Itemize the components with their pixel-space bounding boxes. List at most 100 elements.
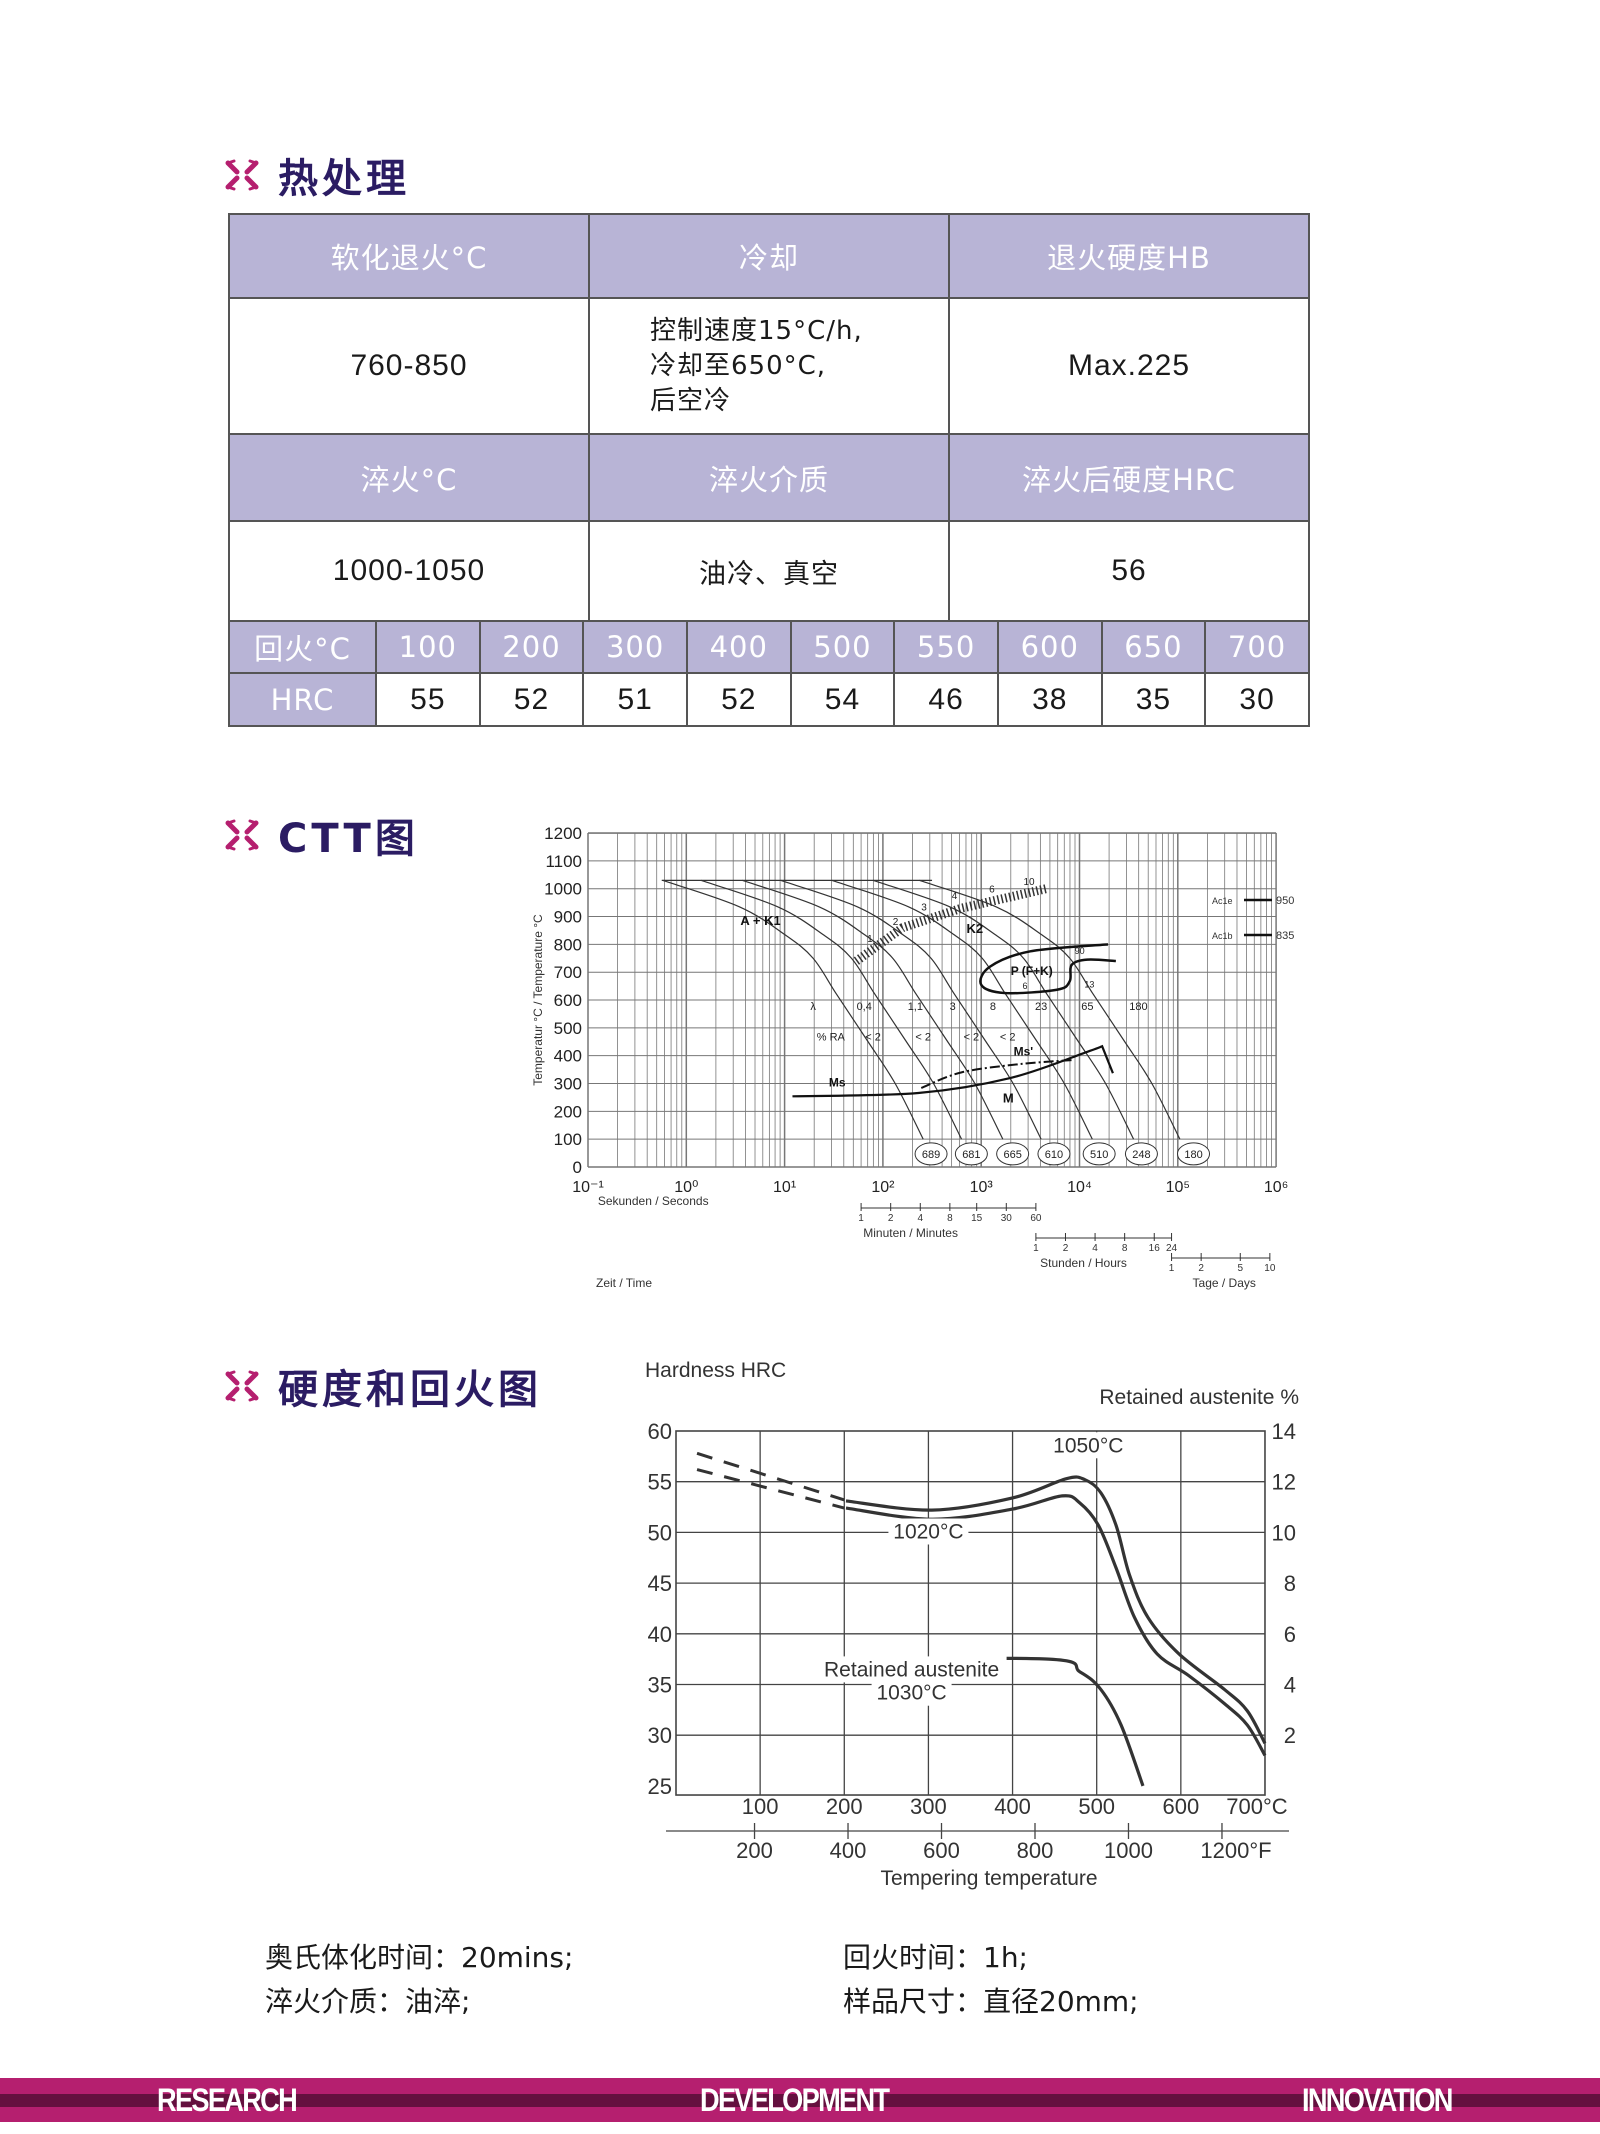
days-tick-label: 2 bbox=[1198, 1263, 1204, 1274]
tempering-temp-cell: 400 bbox=[685, 620, 792, 674]
lambda-value: 0,4 bbox=[857, 1001, 872, 1013]
y2-tick-label: 2 bbox=[1284, 1723, 1296, 1748]
tempering-temp-cell: 550 bbox=[893, 620, 999, 674]
hatched-band bbox=[853, 884, 1048, 965]
hardness-circle bbox=[996, 1142, 1030, 1166]
hatch-number: 2 bbox=[893, 917, 899, 928]
y-tick-label: 900 bbox=[554, 908, 582, 927]
hours-tick-label: 16 bbox=[1149, 1243, 1161, 1254]
y-axis-label: Hardness HRC bbox=[645, 1359, 786, 1382]
hours-tick-label: 1 bbox=[1033, 1243, 1039, 1254]
ms-line bbox=[792, 1044, 1114, 1098]
cooling-curve bbox=[831, 879, 1093, 1140]
x-tick-label: 400 bbox=[994, 1794, 1031, 1819]
quench-medium-value: 油冷、真空 bbox=[588, 520, 950, 622]
ac1b-label: Ac1b bbox=[1212, 931, 1233, 941]
header-annealed-hardness: 退火硬度HB bbox=[948, 213, 1310, 299]
tempering-hrc-cell: 55 bbox=[375, 672, 481, 727]
x2-tick-label: 800 bbox=[1017, 1838, 1054, 1863]
cooling-line: 冷却至650°C, bbox=[650, 350, 827, 381]
ra-value: < 2 bbox=[915, 1031, 931, 1043]
y2-tick-label: 6 bbox=[1284, 1622, 1296, 1647]
hours-tick-label: 4 bbox=[1092, 1243, 1098, 1254]
ra-label: % RA bbox=[817, 1031, 846, 1043]
y-tick-label: 1000 bbox=[544, 880, 582, 899]
pearlite-number: 90 bbox=[1075, 946, 1085, 956]
section-title-heat-treatment: 热处理 bbox=[224, 146, 410, 204]
cooling-line: 控制速度15°C/h, bbox=[650, 315, 863, 346]
quenched-hardness-value: 56 bbox=[948, 520, 1310, 622]
label-retained-austenite: Retained austenite bbox=[824, 1658, 999, 1681]
ctt-grid bbox=[587, 832, 1277, 1168]
hardness-value: 610 bbox=[1045, 1149, 1063, 1161]
time-label: Zeit / Time bbox=[596, 1276, 652, 1290]
cooling-value: 控制速度15°C/h, 冷却至650°C, 后空冷 bbox=[588, 297, 950, 435]
footer-innovation: INNOVATION bbox=[1302, 2082, 1453, 2118]
y2-tick-label: 10 bbox=[1272, 1520, 1296, 1545]
y-tick-label: 400 bbox=[554, 1047, 582, 1066]
section-title-hardness: 硬度和回火图 bbox=[224, 1357, 542, 1415]
ra-value: < 2 bbox=[865, 1031, 881, 1043]
seconds-label: Sekunden / Seconds bbox=[598, 1194, 709, 1208]
y2-axis-label: Retained austenite % bbox=[1099, 1386, 1299, 1409]
y-axis-label: Temperatur °C / Temperature °C bbox=[531, 914, 545, 1086]
pearlite-region bbox=[979, 943, 1116, 995]
x-tick-label: 600 bbox=[1162, 1794, 1199, 1819]
minutes-tick-label: 30 bbox=[1001, 1213, 1013, 1224]
footer-stripe bbox=[0, 2094, 1600, 2107]
table-row: 1000-1050 油冷、真空 56 bbox=[228, 520, 1310, 622]
lambda-value: 3 bbox=[950, 1001, 956, 1013]
x2-tick-label: 1200°F bbox=[1200, 1838, 1271, 1863]
y-tick-label: 40 bbox=[648, 1622, 672, 1647]
header-cooling: 冷却 bbox=[588, 213, 950, 299]
plot-frame bbox=[675, 1430, 1266, 1796]
tempering-temp-cell: 500 bbox=[789, 620, 896, 674]
days-tick-label: 5 bbox=[1237, 1263, 1243, 1274]
minutes-scale: 1 2 4 8 15 30 60 Minuten / Minutes bbox=[858, 1203, 1042, 1240]
hatch-number: 6 bbox=[989, 884, 995, 895]
hardness-circle bbox=[1124, 1142, 1158, 1166]
tempering-hrc-cell: 51 bbox=[582, 672, 688, 727]
ra-value: < 2 bbox=[964, 1031, 980, 1043]
y-tick-label: 30 bbox=[648, 1723, 672, 1748]
x-tick-label: 700°C bbox=[1226, 1794, 1288, 1819]
y-tick-label: 100 bbox=[554, 1130, 582, 1149]
chart-grid bbox=[675, 1430, 1266, 1796]
region-label-ms: Ms bbox=[829, 1075, 846, 1089]
header-annealing: 软化退火°C bbox=[228, 213, 590, 299]
y-tick-label: 1100 bbox=[545, 852, 582, 871]
y-tick-label: 55 bbox=[648, 1470, 672, 1495]
minutes-tick-label: 4 bbox=[917, 1213, 923, 1224]
y2-tick-label: 14 bbox=[1272, 1419, 1296, 1444]
cooling-curve bbox=[700, 879, 963, 1140]
notes-right: 回火时间：1h; 样品尺寸：直径20mm; bbox=[843, 1936, 1139, 2024]
notes-left: 奥氏体化时间：20mins; 淬火介质：油淬; bbox=[265, 1936, 573, 2024]
hardness-value: 681 bbox=[962, 1149, 980, 1161]
y-tick-label: 300 bbox=[554, 1075, 582, 1094]
lambda-label: λ bbox=[810, 1001, 816, 1013]
tempering-temp-cell: 650 bbox=[1100, 620, 1207, 674]
hardness-value: 248 bbox=[1132, 1149, 1150, 1161]
days-tick-label: 10 bbox=[1264, 1263, 1276, 1274]
hrc-label: HRC bbox=[228, 672, 377, 727]
x-tick-label: 100 bbox=[742, 1794, 779, 1819]
tempering-temp-row: 回火°C 100 200 300 400 500 550 600 650 700 bbox=[228, 620, 1310, 674]
lambda-value: 180 bbox=[1129, 1001, 1147, 1013]
series-line bbox=[845, 1494, 1267, 1757]
minutes-tick-label: 60 bbox=[1030, 1213, 1042, 1224]
series-line bbox=[845, 1475, 1267, 1745]
x-tick-label: 10⁰ bbox=[674, 1179, 698, 1196]
label-1050: 1050°C bbox=[1053, 1434, 1123, 1457]
y2-tick-label: 8 bbox=[1284, 1571, 1296, 1596]
tempering-table: 回火°C 100 200 300 400 500 550 600 650 700 HRC 55 5… bbox=[228, 620, 1310, 727]
tempering-hrc-cell: 54 bbox=[789, 672, 896, 727]
footer-band: RESEARCH DEVELOPMENT INNOVATION bbox=[0, 2078, 1600, 2122]
y-tick-label: 35 bbox=[648, 1673, 672, 1698]
tempering-chart: Hardness HRC Retained austenite % 25 30 35 40… bbox=[645, 1359, 1299, 1890]
x-tick-label: 500 bbox=[1078, 1794, 1115, 1819]
x-tick-label: 10⁴ bbox=[1067, 1179, 1092, 1196]
lambda-value: 8 bbox=[990, 1001, 996, 1013]
days-tick-label: 1 bbox=[1169, 1263, 1175, 1274]
x2-tick-label: 400 bbox=[830, 1838, 867, 1863]
